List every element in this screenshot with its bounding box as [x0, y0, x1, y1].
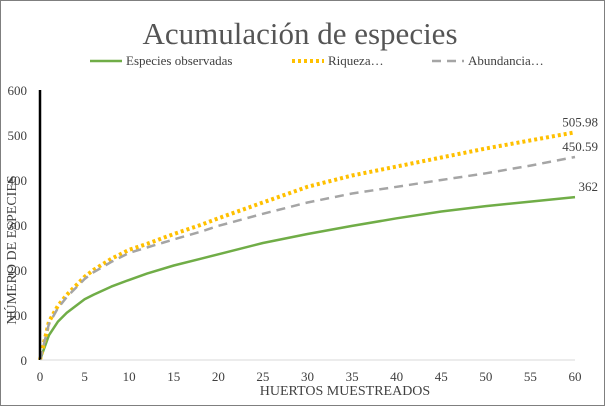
x-tick-label: 55: [524, 369, 537, 384]
legend-label-3: Abundancia…: [468, 53, 544, 68]
x-tick-label: 10: [123, 369, 136, 384]
legend-label-1: Especies observadas: [126, 53, 233, 68]
y-tick-label: 200: [8, 263, 28, 278]
series-layer: [38, 130, 576, 361]
end-labels: 362 505.98 450.59: [562, 114, 598, 194]
y-tick-labels: 0 100 200 300 400 500 600: [8, 83, 28, 368]
series-line-3: [38, 155, 576, 361]
x-tick-label: 50: [479, 369, 492, 384]
y-tick-label: 0: [21, 353, 28, 368]
y-tick-label: 600: [8, 83, 28, 98]
x-tick-label: 20: [212, 369, 225, 384]
y-tick-label: 300: [8, 218, 28, 233]
x-tick-label: 5: [81, 369, 88, 384]
x-tick-label: 45: [435, 369, 448, 384]
end-label-2: 505.98: [562, 114, 598, 129]
x-tick-label: 30: [301, 369, 314, 384]
x-tick-label: 0: [37, 369, 44, 384]
legend: Especies observadas Riqueza… Abundancia…: [90, 53, 544, 68]
chart-title: Acumulación de especies: [142, 16, 457, 51]
y-axis-label: NÚMERO DE ESPECIES: [3, 175, 20, 324]
legend-label-2: Riqueza…: [328, 53, 384, 68]
end-label-3: 450.59: [562, 139, 598, 154]
y-tick-label: 400: [8, 173, 28, 188]
x-tick-labels: 0 5 10 15 20 25 30 35 40 45 50 55 60: [37, 369, 582, 384]
x-tick-label: 25: [256, 369, 269, 384]
x-axis-label: HUERTOS MUESTREADOS: [260, 384, 430, 399]
x-tick-label: 15: [167, 369, 180, 384]
end-label-1: 362: [579, 179, 599, 194]
x-tick-label: 35: [346, 369, 359, 384]
series-line-2: [38, 130, 576, 361]
x-tick-label: 40: [390, 369, 403, 384]
x-tick-label: 60: [569, 369, 582, 384]
y-tick-label: 100: [8, 308, 28, 323]
series-line-1: [38, 195, 576, 361]
y-tick-label: 500: [8, 128, 28, 143]
